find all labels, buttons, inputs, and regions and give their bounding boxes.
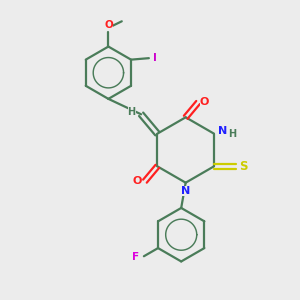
- Text: N: N: [218, 126, 227, 136]
- Text: O: O: [133, 176, 142, 186]
- Text: I: I: [154, 53, 157, 63]
- Text: N: N: [181, 186, 190, 196]
- Text: H: H: [228, 129, 236, 139]
- Text: O: O: [200, 97, 209, 107]
- Text: F: F: [132, 252, 139, 262]
- Text: O: O: [105, 20, 113, 30]
- Text: H: H: [128, 107, 136, 117]
- Text: S: S: [239, 160, 248, 173]
